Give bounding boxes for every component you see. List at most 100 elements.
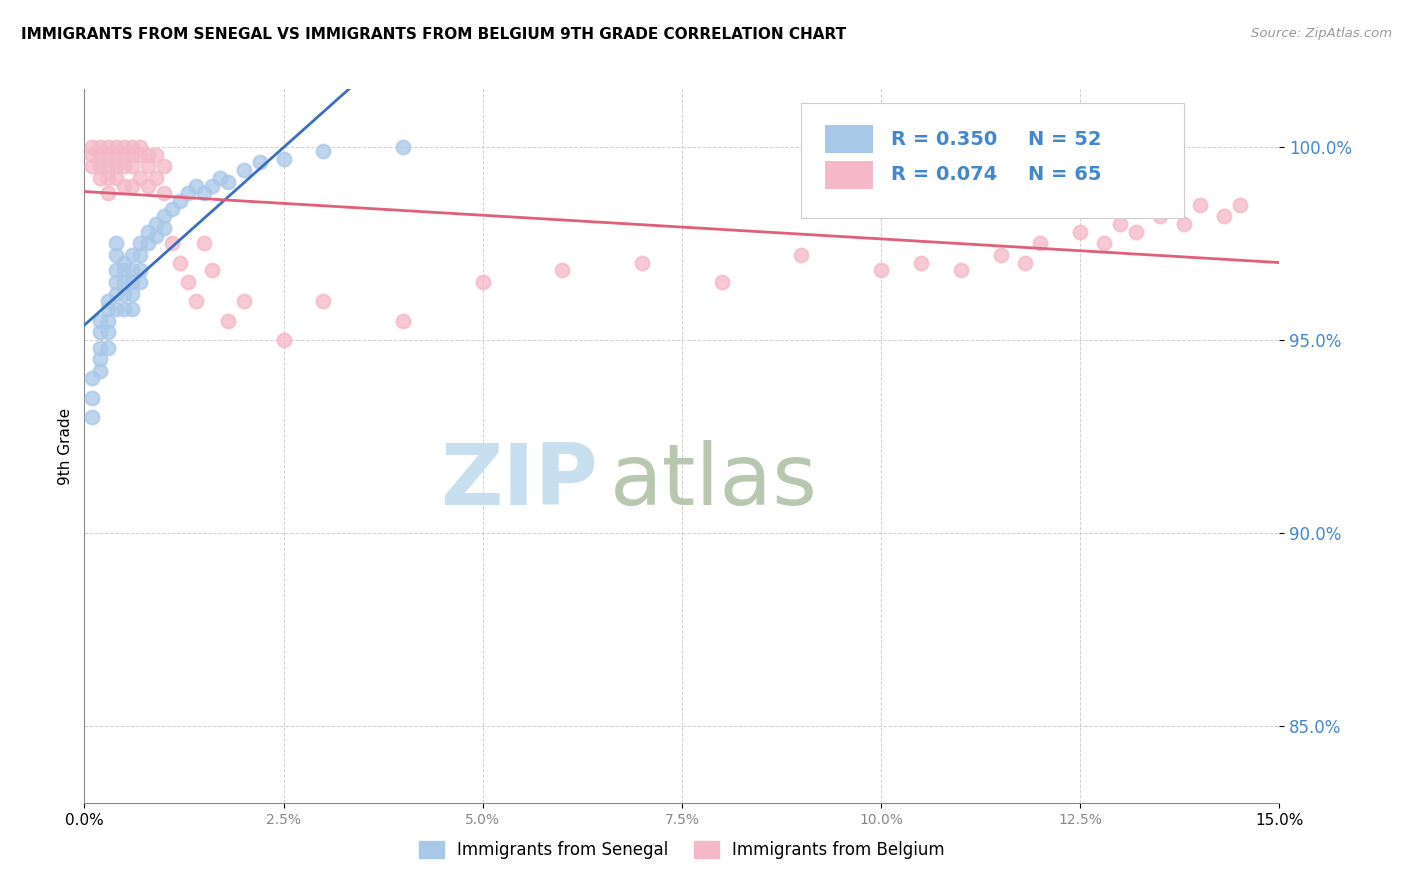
Point (169, 194, 191, 208)
Point (232, 294, 254, 309)
Point (97, 313, 120, 327)
Point (1188, 198, 1211, 212)
Text: R = 0.350: R = 0.350 (891, 129, 997, 149)
Point (112, 140, 135, 154)
Point (1092, 236, 1115, 251)
FancyBboxPatch shape (825, 125, 873, 153)
Point (1029, 236, 1052, 251)
Point (97, 140, 120, 154)
Point (136, 178, 159, 193)
Point (121, 159, 143, 173)
Point (97, 294, 120, 309)
Point (97, 186, 120, 201)
Point (312, 144, 335, 158)
Point (312, 294, 335, 309)
Point (1173, 217, 1195, 231)
Point (273, 152, 295, 166)
Point (105, 263, 128, 277)
Point (153, 186, 176, 201)
Point (910, 256, 932, 270)
Point (392, 313, 415, 327)
Point (145, 148, 167, 162)
Point (193, 186, 215, 201)
Point (153, 159, 176, 173)
Point (121, 140, 143, 154)
Point (105, 248, 128, 262)
Point (201, 263, 224, 277)
Point (193, 236, 215, 251)
Point (89, 313, 111, 327)
Legend: Immigrants from Senegal, Immigrants from Belgium: Immigrants from Senegal, Immigrants from… (412, 834, 952, 866)
Point (1069, 225, 1091, 239)
Point (145, 217, 167, 231)
Point (184, 294, 207, 309)
Point (89, 170, 111, 185)
Point (112, 159, 135, 173)
Point (392, 140, 415, 154)
Point (990, 248, 1012, 262)
Point (201, 178, 224, 193)
Point (129, 236, 152, 251)
Point (89, 159, 111, 173)
Point (112, 263, 135, 277)
Point (177, 275, 200, 289)
Point (89, 140, 111, 154)
Point (82, 159, 104, 173)
Text: ZIP: ZIP (440, 440, 599, 524)
Point (112, 275, 135, 289)
Point (551, 263, 574, 277)
Point (82, 140, 104, 154)
Y-axis label: 9th Grade: 9th Grade (58, 408, 73, 484)
Point (105, 301, 128, 316)
Point (136, 236, 159, 251)
Point (1149, 210, 1171, 224)
Point (112, 301, 135, 316)
Point (89, 352, 111, 367)
Point (105, 236, 128, 251)
Point (89, 364, 111, 378)
Point (105, 286, 128, 301)
Point (160, 202, 183, 216)
Point (169, 256, 191, 270)
Point (631, 256, 654, 270)
Point (1014, 256, 1036, 270)
Point (121, 275, 143, 289)
Point (129, 263, 152, 277)
Text: R = 0.074: R = 0.074 (891, 165, 997, 185)
Point (1229, 198, 1251, 212)
Point (471, 275, 494, 289)
Point (105, 275, 128, 289)
Point (129, 170, 152, 185)
Point (112, 256, 135, 270)
Point (82, 371, 104, 385)
Point (160, 236, 183, 251)
Point (145, 228, 167, 243)
Point (82, 148, 104, 162)
Point (232, 163, 254, 178)
Point (217, 313, 239, 327)
Text: N = 65: N = 65 (1029, 165, 1102, 185)
Point (129, 140, 152, 154)
Point (89, 325, 111, 339)
Point (112, 286, 135, 301)
Point (208, 170, 231, 185)
Point (1109, 217, 1132, 231)
Point (184, 178, 207, 193)
Point (121, 178, 143, 193)
Point (1212, 210, 1234, 224)
Point (217, 175, 239, 189)
Point (249, 155, 271, 169)
Text: IMMIGRANTS FROM SENEGAL VS IMMIGRANTS FROM BELGIUM 9TH GRADE CORRELATION CHART: IMMIGRANTS FROM SENEGAL VS IMMIGRANTS FR… (21, 27, 846, 42)
Point (105, 159, 128, 173)
Text: atlas: atlas (610, 440, 818, 524)
Point (273, 333, 295, 347)
Point (121, 248, 143, 262)
Point (97, 148, 120, 162)
Point (136, 159, 159, 173)
Text: Source: ZipAtlas.com: Source: ZipAtlas.com (1251, 27, 1392, 40)
Point (105, 170, 128, 185)
Point (121, 148, 143, 162)
Point (105, 148, 128, 162)
Point (82, 410, 104, 425)
Text: N = 52: N = 52 (1029, 129, 1102, 149)
